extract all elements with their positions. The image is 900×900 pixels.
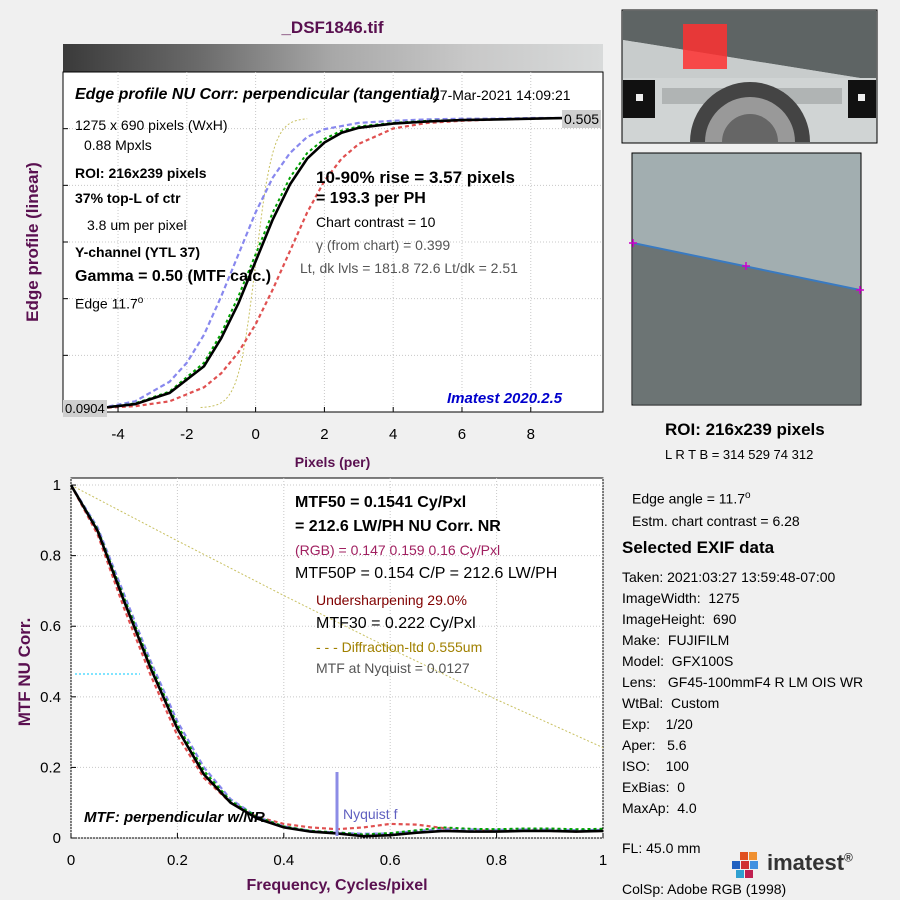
top-ticks: -4 -2 0 2 4 6 8 (63, 128, 535, 443)
top-grid (63, 72, 603, 412)
exif-title: Selected EXIF data (622, 538, 775, 557)
bottom-tick-label-x: 0.6 (380, 852, 401, 869)
bottom-tick-label-x: 0.4 (273, 852, 294, 869)
top-tick-label: -2 (180, 426, 193, 443)
top-series (100, 116, 566, 410)
roi-markers (629, 239, 864, 294)
exif-row: Model: GFX100S (622, 653, 734, 669)
version-label: Imatest 2020.2.5 (447, 390, 563, 407)
estimated-contrast: Estm. chart contrast = 6.28 (632, 513, 800, 529)
top-xlabel: Pixels (per) (294, 454, 371, 470)
edge-profile-blue (100, 116, 566, 410)
mtf-caption: MTF: perpendicular w/NR (84, 809, 265, 826)
timestamp: 27-Mar-2021 14:09:21 (432, 87, 571, 103)
diffraction-limit: - - - Diffraction-ltd 0.555um (316, 639, 483, 655)
top-tick-label: 0 (251, 426, 259, 443)
top-tick-label: 6 (458, 426, 466, 443)
exif-row: Make: FUJIFILM (622, 632, 730, 648)
rise-per-ph: = 193.3 per PH (316, 190, 426, 207)
roi-position: 37% top-L of ctr (75, 190, 181, 206)
gamma-mtf: Gamma = 0.50 (MTF calc.) (75, 268, 272, 285)
exif-row: Lens: GF45-100mmF4 R LM OIS WR (622, 674, 864, 690)
top-chart-title: Edge profile NU Corr: perpendicular (tan… (75, 86, 440, 103)
pixel-size: 3.8 um per pixel (87, 217, 187, 233)
mtf50-value: MTF50 = 0.1541 Cy/Pxl (295, 494, 467, 511)
roi-highlight (683, 24, 727, 69)
bottom-grid (70, 478, 604, 839)
bottom-tick-label-y: 0 (53, 830, 61, 847)
image-dimensions: 1275 x 690 pixels (WxH) (75, 117, 228, 133)
mtf30-value: MTF30 = 0.222 Cy/Pxl (316, 615, 476, 632)
bottom-tick-label-x: 0.2 (167, 852, 188, 869)
bottom-tick-label-y: 0.6 (40, 618, 61, 635)
exif-row: ISO: 100 (622, 758, 689, 774)
roi-coordinates: L R T B = 314 529 74 312 (665, 447, 814, 462)
exif-row: ExBias: 0 (622, 779, 686, 795)
light-dark-levels: Lt, dk lvls = 181.8 72.6 Lt/dk = 2.51 (300, 260, 518, 276)
gradient-strip (63, 44, 603, 72)
edge-angle: Edge angle = 11.7o (632, 490, 751, 507)
roi-image (631, 152, 862, 406)
chart-thumbnail (621, 9, 878, 144)
gamma-from-chart: γ (from chart) = 0.399 (316, 237, 451, 253)
window-title: _DSF1846.tif (281, 18, 384, 37)
top-tick-label: 4 (389, 426, 397, 443)
mtf50p-value: MTF50P = 0.154 C/P = 212.6 LW/PH (295, 565, 558, 582)
exif-row: Exp: 1/20 (622, 716, 693, 732)
bottom-tick-label-x: 0.8 (486, 852, 507, 869)
undersharpening: Undersharpening 29.0% (316, 592, 467, 608)
bottom-tick-label-y: 0.4 (40, 689, 61, 706)
bottom-tick-label-y: 0.8 (40, 548, 61, 565)
top-tick-label: -4 (111, 426, 124, 443)
roi-size: ROI: 216x239 pixels (75, 165, 207, 181)
chart-contrast: Chart contrast = 10 (316, 214, 436, 230)
mtf-curve-diffraction (70, 484, 604, 749)
bottom-xlabel: Frequency, Cycles/pixel (246, 877, 428, 894)
mtf50-rgb: (RGB) = 0.147 0.159 0.16 Cy/Pxl (295, 542, 501, 558)
max-level-label: 0.505 (562, 110, 602, 128)
imatest-logo-text: imatest® (767, 850, 853, 875)
channel: Y-channel (YTL 37) (75, 244, 200, 260)
nyquist-label: Nyquist f (343, 806, 398, 822)
exif-row: Aper: 5.6 (622, 737, 687, 753)
mtf50-lwph: = 212.6 LW/PH NU Corr. NR (295, 518, 501, 535)
edge-angle-top: Edge 11.7o (75, 295, 144, 312)
rise-distance: 10-90% rise = 3.57 pixels (316, 168, 515, 187)
imatest-logo-mark (732, 852, 758, 878)
exif-row: MaxAp: 4.0 (622, 800, 697, 816)
edge-profile-black (100, 116, 566, 410)
roi-panel-title: ROI: 216x239 pixels (665, 420, 825, 439)
exif-row: ImageHeight: 690 (622, 611, 737, 627)
exif-color-space: ColSp: Adobe RGB (1998) (622, 881, 787, 897)
bottom-tick-label-y: 1 (53, 477, 61, 494)
exif-focal-length: FL: 45.0 mm (622, 840, 701, 856)
bottom-tick-label-x: 0 (67, 852, 75, 869)
top-tick-label: 8 (527, 426, 535, 443)
exif-row: ImageWidth: 1275 (622, 590, 740, 606)
bottom-tick-label-y: 0.2 (40, 759, 61, 776)
bottom-ticks: 0 0.2 0.4 0.6 0.8 1 0 0.2 0.4 0.6 0.8 1 (40, 477, 607, 869)
top-diffraction-line (200, 118, 308, 408)
exif-row: Taken: 2021:03:27 13:59:48-07:00 (622, 569, 836, 585)
min-level-label: 0.0904 (63, 400, 107, 417)
exif-list: Taken: 2021:03:27 13:59:48-07:00 ImageWid… (622, 567, 863, 819)
exif-row: WtBal: Custom (622, 695, 720, 711)
megapixels: 0.88 Mpxls (84, 137, 152, 153)
top-tick-label: 2 (320, 426, 328, 443)
mtf-at-nyquist: MTF at Nyquist = 0.0127 (316, 660, 470, 676)
bottom-tick-label-x: 1 (599, 852, 607, 869)
